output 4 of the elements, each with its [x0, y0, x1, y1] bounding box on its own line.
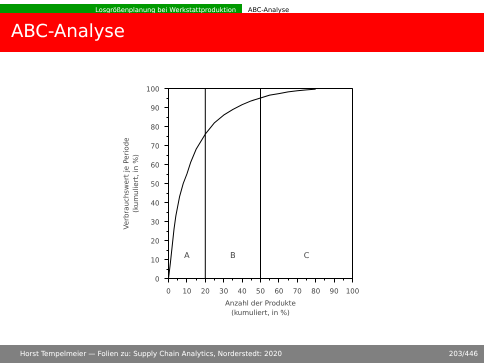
- annotation: C: [304, 251, 310, 260]
- annotation: A: [184, 251, 190, 260]
- chart-title: ABC-Analyse: [0, 13, 484, 52]
- annotation: B: [230, 251, 236, 260]
